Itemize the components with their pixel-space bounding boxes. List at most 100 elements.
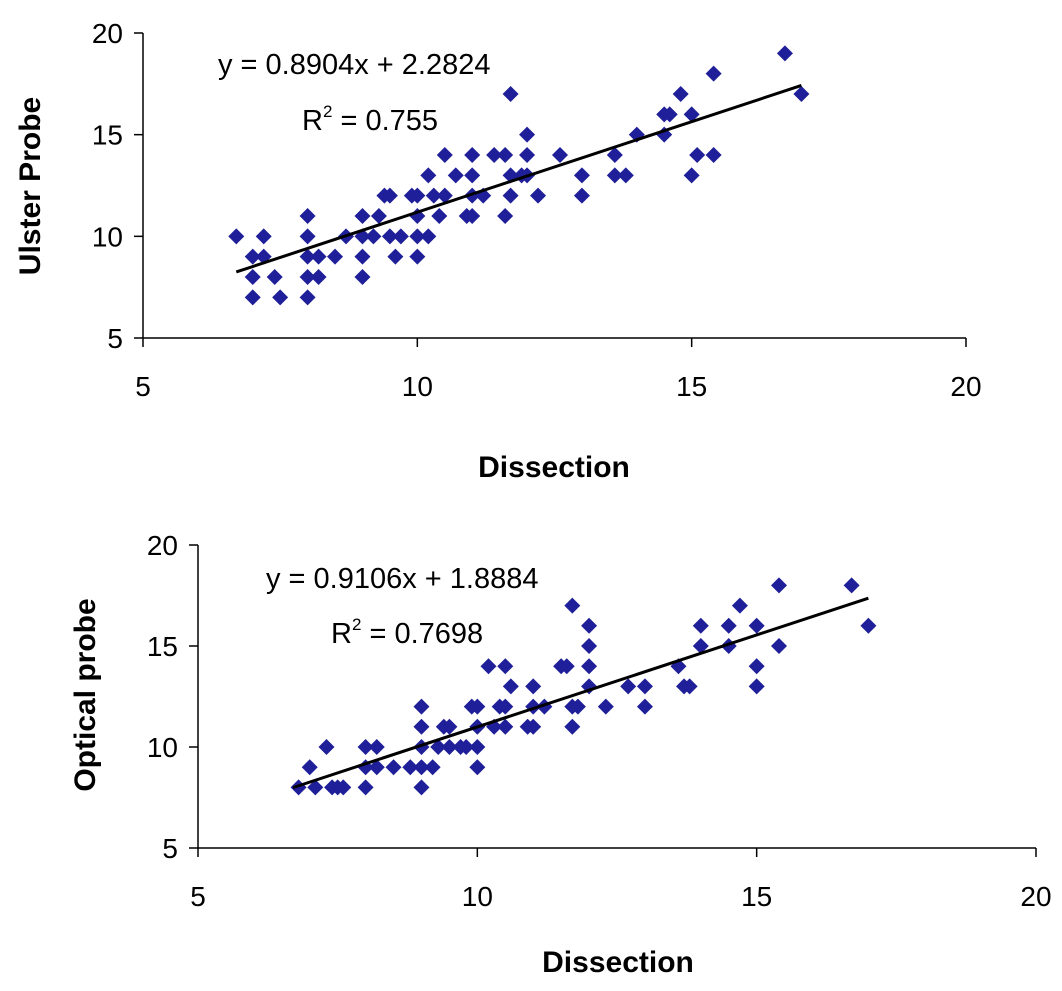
chart-2-data-point xyxy=(469,698,486,715)
chart-1-data-point xyxy=(354,248,371,265)
chart-1-data-point xyxy=(387,248,404,265)
chart-2-data-point xyxy=(469,759,486,776)
chart-2-data-point xyxy=(564,597,581,614)
chart-2-y-axis-title: Optical probe xyxy=(69,598,102,791)
chart-1-data-point xyxy=(519,126,536,143)
chart-2-data-point xyxy=(771,638,788,654)
chart-2-data-point xyxy=(525,678,542,695)
chart-2-data-point xyxy=(413,759,430,776)
chart-2-x-tick-label: 15 xyxy=(741,881,772,912)
chart-1-data-point xyxy=(244,248,261,265)
chart-1-x-tick-label: 5 xyxy=(135,371,151,402)
chart-1-data-point xyxy=(299,208,316,224)
chart-2-data-point xyxy=(368,739,385,755)
chart-1-y-axis-title: Ulster Probe xyxy=(14,97,47,275)
chart-1-data-point xyxy=(255,228,272,245)
chart-1-data-point xyxy=(409,228,426,245)
chart-1-data-point xyxy=(502,167,519,184)
chart-1-data-point xyxy=(354,269,371,285)
chart-1-y-tick-label: 15 xyxy=(92,120,123,151)
chart-1-data-point xyxy=(573,167,590,184)
chart-2-data-point xyxy=(441,718,458,735)
chart-1-trendline xyxy=(235,84,802,274)
chart-1-data-point xyxy=(502,86,519,102)
chart-2-data-point xyxy=(318,739,335,755)
chart-2-x-axis-title: Dissection xyxy=(542,946,694,979)
chart-1-data-point xyxy=(793,86,810,102)
chart-2-y-tick-label: 20 xyxy=(147,530,178,561)
chart-2-data-point xyxy=(597,698,614,715)
chart-2-trendline xyxy=(292,596,869,790)
chart-1-data-point xyxy=(447,167,464,184)
chart-1-data-point xyxy=(464,147,481,163)
chart-1-data-point xyxy=(776,45,793,62)
chart-1-data-point xyxy=(683,106,700,123)
chart-1-data-point xyxy=(689,147,706,163)
chart-1-data-point xyxy=(272,289,289,306)
chart-2-data-point xyxy=(497,658,514,675)
chart-1-data-point xyxy=(436,147,453,163)
chart-1-data-point xyxy=(551,147,568,163)
chart-1-data-point xyxy=(420,167,437,184)
chart-2-data-point xyxy=(748,658,765,675)
chart-2-data-point xyxy=(692,617,709,634)
chart-1-data-point xyxy=(606,167,623,184)
chart-1-data-point xyxy=(381,228,398,245)
chart-2-data-point xyxy=(502,678,519,695)
chart-1-data-point xyxy=(266,269,283,285)
chart-1-data-point xyxy=(431,208,448,224)
chart-1-points xyxy=(228,45,810,306)
chart-2-data-point xyxy=(564,718,581,735)
chart-2-data-point xyxy=(620,678,637,695)
chart-1-y-tick-label: 5 xyxy=(107,323,123,354)
chart-2-y-tick-label: 10 xyxy=(147,732,178,763)
chart-2-data-point xyxy=(480,658,497,675)
chart-1-data-point xyxy=(606,147,623,163)
chart-1: 5 10 15 20 5 10 15 20 y = 0.8904x + 2.2824 R2 =… xyxy=(14,18,982,484)
chart-1-data-point xyxy=(617,167,634,184)
chart-1-data-point xyxy=(573,187,590,204)
chart-2-data-point xyxy=(525,718,542,735)
chart-2-data-point xyxy=(413,779,430,796)
chart-1-data-point xyxy=(464,208,481,224)
chart-1-data-point xyxy=(244,269,261,285)
chart-2-data-point xyxy=(413,718,430,735)
chart-1-data-point xyxy=(530,187,547,204)
chart-2-x-tick-label: 20 xyxy=(1020,881,1051,912)
chart-2-data-point xyxy=(860,617,877,634)
chart-2-data-point xyxy=(748,617,765,634)
chart-1-data-point xyxy=(672,86,689,102)
chart-2-data-point xyxy=(581,658,598,675)
chart-1-equation: y = 0.8904x + 2.2824 xyxy=(218,49,491,81)
chart-2-data-point xyxy=(636,678,653,695)
chart-2-data-point xyxy=(581,638,598,654)
chart-1-y-tick-label: 20 xyxy=(92,18,123,49)
chart-1-data-point xyxy=(683,167,700,184)
chart-1-data-point xyxy=(392,228,409,245)
chart-1-data-point xyxy=(464,167,481,184)
chart-2-x-tick-label: 5 xyxy=(190,881,206,912)
chart-2-data-point xyxy=(368,759,385,776)
chart-2-ticks: 5 10 15 20 5 10 15 20 xyxy=(147,530,1052,912)
chart-2-data-point xyxy=(469,739,486,755)
chart-2-data-point xyxy=(681,678,698,695)
chart-1-data-point xyxy=(705,65,722,82)
chart-2-data-point xyxy=(402,759,419,776)
chart-2-data-point xyxy=(385,759,402,776)
chart-1-x-tick-label: 10 xyxy=(402,371,433,402)
chart-1-data-point xyxy=(310,248,327,265)
chart-2-data-point xyxy=(430,739,447,755)
chart-1-data-point xyxy=(519,147,536,163)
chart-2-data-point xyxy=(497,698,514,715)
chart-2-data-point xyxy=(748,678,765,695)
chart-2-equation: y = 0.9106x + 1.8884 xyxy=(266,563,539,595)
chart-2-data-point xyxy=(458,739,475,755)
chart-1-r-squared: R2 = 0.755 xyxy=(302,102,438,137)
chart-2-y-tick-label: 15 xyxy=(147,631,178,662)
chart-1-data-point xyxy=(497,208,514,224)
chart-1-y-tick-label: 10 xyxy=(92,221,123,252)
chart-1-data-point xyxy=(299,289,316,306)
chart-1-data-point xyxy=(705,147,722,163)
chart-2-r-squared: R2 = 0.7698 xyxy=(331,615,483,650)
